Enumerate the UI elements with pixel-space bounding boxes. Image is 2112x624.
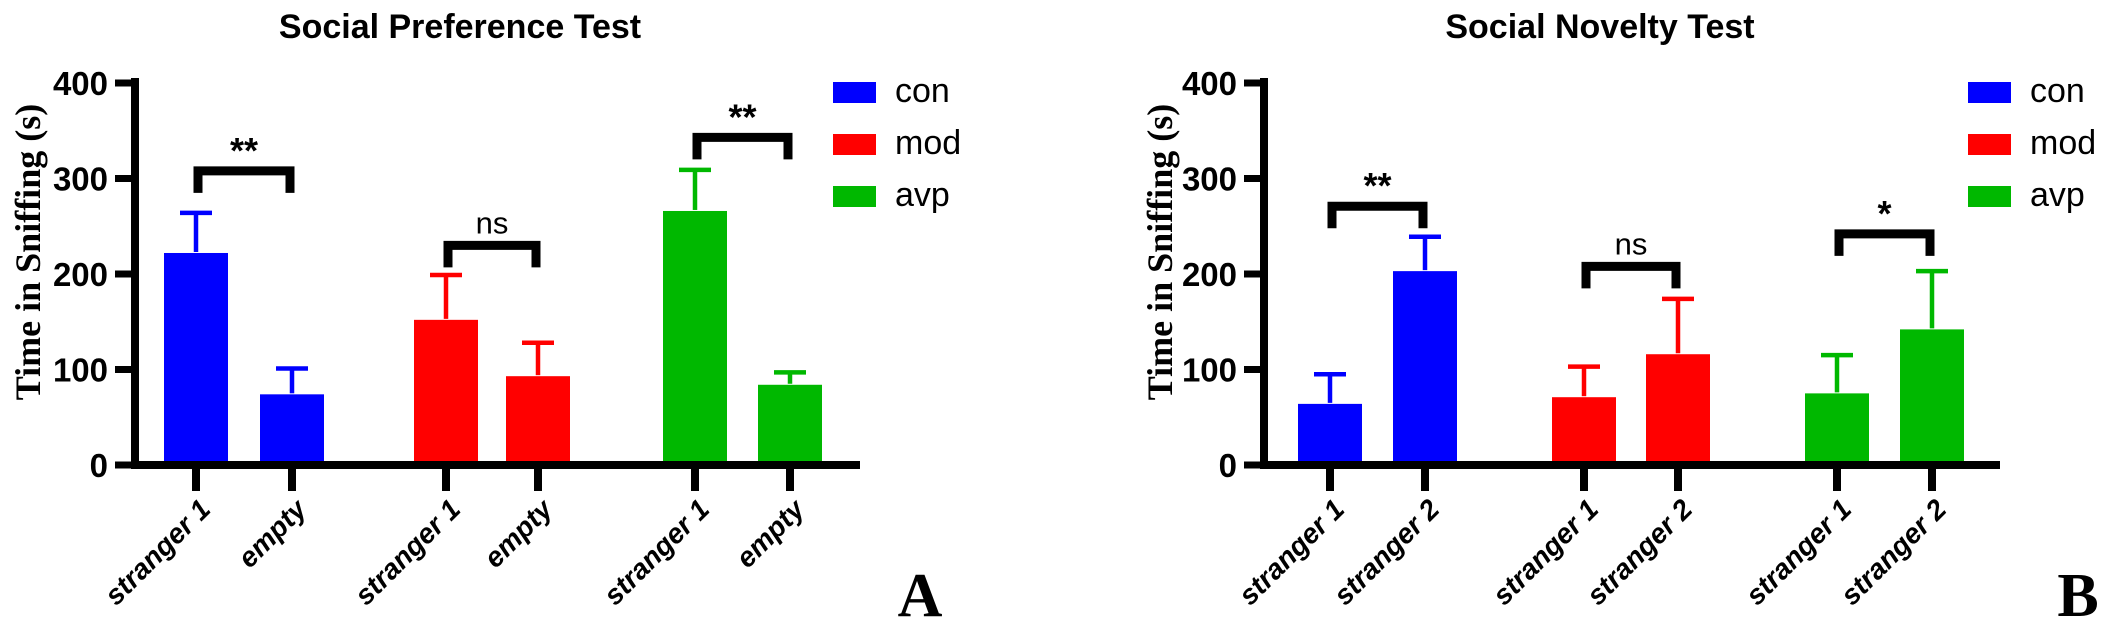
- bar-con-stranger-1: [1298, 403, 1362, 468]
- significance-label-mod: ns: [1615, 226, 1648, 261]
- x-category-label: stranger 1: [99, 493, 217, 611]
- legend-label-avp: avp: [2030, 176, 2085, 214]
- legend-swatch-mod: [1968, 134, 2011, 155]
- significance-label-avp: **: [728, 96, 756, 137]
- bar-avp-empty: [758, 384, 822, 468]
- significance-label-mod: ns: [476, 205, 509, 240]
- panel-letter-B: B: [2057, 562, 2098, 624]
- legend-swatch-mod: [833, 134, 876, 155]
- y-tick-label: 300: [1182, 161, 1237, 198]
- legend-swatch-avp: [833, 186, 876, 207]
- legend-label-con: con: [895, 72, 950, 110]
- legend-label-avp: avp: [895, 176, 950, 214]
- significance-bracket-avp: [692, 132, 793, 160]
- significance-label-con: **: [230, 130, 258, 171]
- y-tick-label: 200: [1182, 256, 1237, 293]
- bar-con-empty: [260, 394, 324, 468]
- x-category-label: empty: [730, 492, 811, 573]
- chart-title: Social Preference Test: [279, 8, 641, 46]
- legend-swatch-avp: [1968, 186, 2011, 207]
- x-category-label: stranger 1: [349, 493, 467, 611]
- bar-mod-stranger-2: [1646, 354, 1710, 468]
- significance-bracket-mod: [1581, 261, 1681, 289]
- x-category-label: empty: [232, 492, 313, 573]
- legend-swatch-con: [833, 82, 876, 103]
- bar-mod-stranger-1: [1552, 397, 1616, 468]
- x-category-label: stranger 1: [598, 493, 716, 611]
- bar-avp-stranger-1: [663, 210, 727, 468]
- significance-label-avp: *: [1877, 193, 1891, 234]
- legend-label-mod: mod: [2030, 124, 2096, 162]
- bar-mod-empty: [506, 376, 570, 468]
- y-tick-label: 0: [90, 447, 108, 484]
- chart-title: Social Novelty Test: [1445, 8, 1754, 46]
- y-tick-label: 100: [53, 352, 108, 389]
- y-axis-label: Time in Sniffing (s): [1140, 104, 1180, 400]
- legend-swatch-con: [1968, 82, 2011, 103]
- y-tick-label: 100: [1182, 352, 1237, 389]
- bar-con-stranger-2: [1393, 271, 1457, 468]
- significance-bracket-con: [1327, 201, 1428, 229]
- significance-label-con: **: [1363, 165, 1391, 206]
- x-category-label: empty: [478, 492, 559, 573]
- y-tick-label: 300: [53, 161, 108, 198]
- significance-bracket-avp: [1834, 229, 1935, 256]
- y-axis-label: Time in Sniffing (s): [8, 104, 48, 400]
- bar-con-stranger-1: [164, 252, 228, 468]
- significance-bracket-con: [193, 166, 295, 193]
- y-tick-label: 400: [53, 65, 108, 102]
- bar-avp-stranger-2: [1900, 329, 1964, 468]
- y-tick-label: 400: [1182, 65, 1237, 102]
- legend-label-mod: mod: [895, 124, 961, 162]
- y-tick-label: 0: [1219, 447, 1237, 484]
- bar-mod-stranger-1: [414, 319, 478, 468]
- y-tick-label: 200: [53, 256, 108, 293]
- bar-avp-stranger-1: [1805, 393, 1869, 468]
- panel-letter-A: A: [898, 562, 943, 624]
- legend-label-con: con: [2030, 72, 2085, 110]
- significance-bracket-mod: [443, 240, 541, 268]
